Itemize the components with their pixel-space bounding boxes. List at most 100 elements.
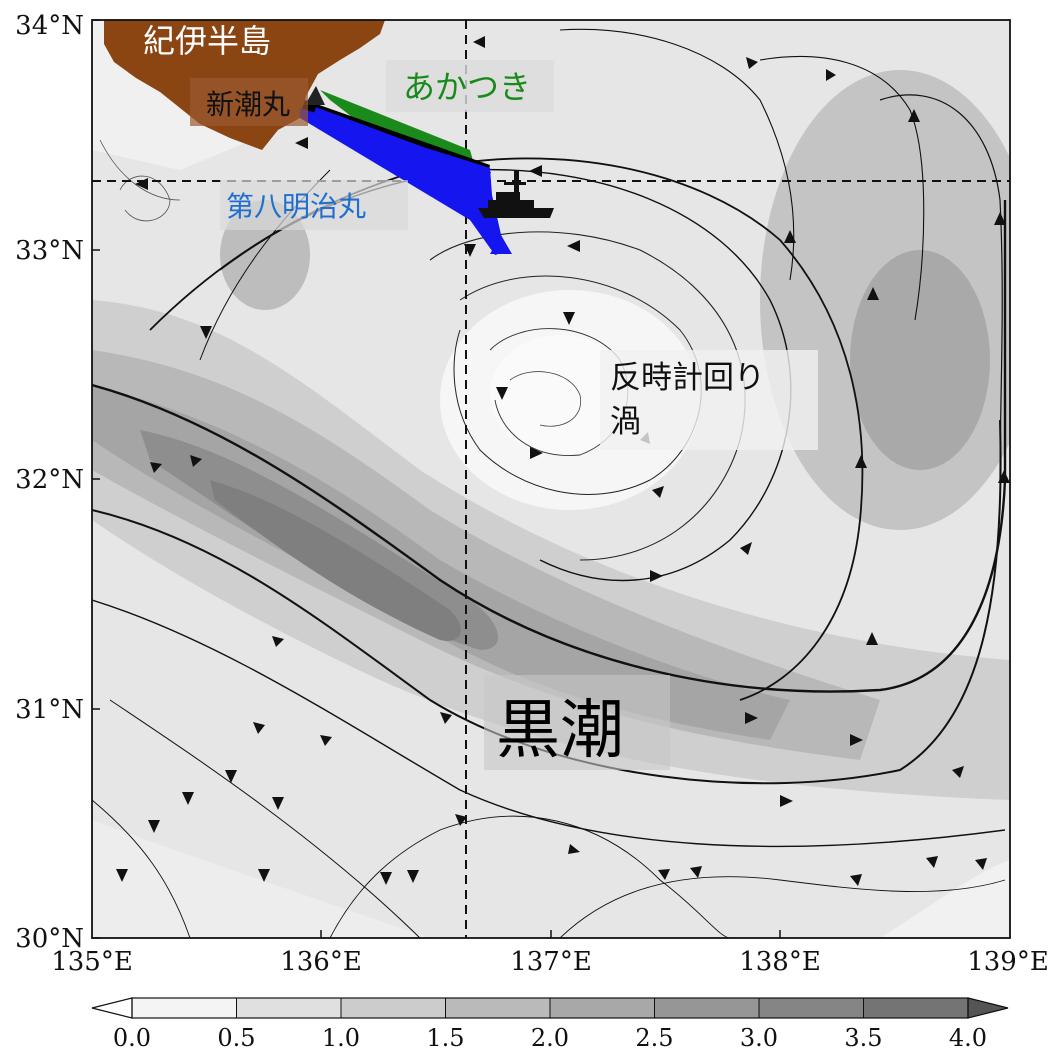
streamline	[92, 599, 1006, 848]
arrow-icon	[258, 869, 270, 882]
colorbar-tick-label: 0.5	[217, 1024, 255, 1052]
colorbar-low-extend	[91, 997, 133, 1019]
arrow-icon	[380, 872, 392, 885]
arrow-icon	[440, 712, 452, 724]
arrow-icon	[690, 866, 702, 878]
arrow-icon	[746, 57, 758, 69]
arrow-icon	[952, 766, 964, 778]
arrow-icon	[148, 820, 160, 833]
arrow-icon	[780, 795, 793, 807]
arrow-icon	[496, 387, 508, 400]
label-bg-current	[484, 675, 670, 770]
lon-tick-label: 137°E	[510, 947, 592, 977]
label-bg-shincho	[190, 78, 308, 126]
arrow-icon	[253, 722, 265, 734]
arrow-icon	[116, 869, 128, 882]
lat-tick-label: 30°N	[15, 924, 84, 954]
streamline	[429, 231, 746, 561]
colorbar-tick-label: 2.5	[635, 1024, 673, 1052]
arrow-icon	[866, 632, 878, 645]
eddy-label-line2: 渦	[610, 404, 641, 440]
peninsula-label: 紀伊半島	[143, 22, 271, 60]
arrow-icon	[225, 770, 237, 783]
axis-ticks	[92, 19, 781, 939]
colorbar-tick-label: 0.0	[113, 1024, 151, 1052]
label-bg-eddy	[600, 350, 818, 450]
daihachi-end-triangle	[490, 235, 512, 254]
arrow-icon	[975, 858, 987, 870]
streamline	[109, 699, 421, 938]
streamlines	[92, 28, 1007, 938]
field-band-5	[210, 480, 461, 641]
lon-tick-label: 135°E	[51, 947, 133, 977]
lat-tick-label: 33°N	[15, 236, 84, 266]
arrow-icon	[455, 814, 467, 826]
streamline	[759, 55, 925, 321]
arrow-icon	[190, 455, 202, 467]
arrow-icon	[926, 856, 938, 868]
colorbar-segment	[341, 998, 446, 1018]
arrow-icon	[908, 109, 920, 122]
arrow-icon	[826, 69, 836, 81]
lon-tick-label: 136°E	[280, 947, 362, 977]
track-daihachi-line	[328, 117, 482, 198]
colorbar-segments	[132, 998, 968, 1018]
colorbar-tick-label: 1.5	[426, 1024, 464, 1052]
colorbar-segment	[445, 998, 550, 1018]
arrow-icon	[850, 874, 862, 886]
streamline	[559, 876, 1006, 938]
field-east-band-2	[850, 250, 990, 470]
field-band-3	[92, 385, 790, 740]
arrow-icon	[867, 287, 879, 300]
colorbar-segment	[236, 998, 341, 1018]
arrow-icon	[568, 844, 580, 854]
colorbar-tick-labels: 0.0 0.5 1.0 1.5 2.0 2.5 3.0 3.5 4.0	[113, 998, 987, 1052]
lat-tick-label: 34°N	[15, 11, 84, 41]
colorbar-segment	[132, 998, 237, 1018]
streamline	[509, 371, 582, 427]
arrow-icon	[295, 137, 308, 149]
colorbar-segment	[759, 998, 864, 1018]
lat-tick-label: 32°N	[15, 465, 84, 495]
arrow-icon	[855, 455, 867, 468]
ship-label-daihachi: 第八明治丸	[226, 190, 366, 223]
streamline	[559, 28, 795, 281]
lat-tick-label: 31°N	[15, 695, 84, 725]
lon-axis-labels: 135°E 136°E 137°E 138°E 139°E	[51, 947, 1049, 977]
colorbar-tick-label: 3.0	[740, 1024, 778, 1052]
lon-tick-label: 139°E	[967, 947, 1049, 977]
field-band-2	[92, 350, 880, 760]
label-bg-daihachi	[220, 180, 408, 230]
field-sw-low	[92, 820, 430, 938]
daihachi-position-marker	[459, 173, 485, 199]
streamline	[92, 799, 191, 938]
lat-axis-labels: 34°N 33°N 32°N 31°N 30°N	[15, 11, 84, 954]
colorbar-segment	[550, 998, 655, 1018]
arrow-icon	[650, 570, 663, 582]
arrow-icon	[567, 240, 580, 252]
colorbar-high-extend	[967, 997, 1009, 1019]
arrow-icon	[529, 165, 542, 177]
arrow-icon	[272, 797, 284, 810]
streamline	[99, 139, 181, 201]
label-bg-akatsuki	[386, 60, 554, 112]
streamline	[92, 419, 1002, 785]
colorbar-segment	[863, 998, 968, 1018]
eddy-label-line1: 反時計回り	[610, 360, 765, 396]
arrow-icon	[740, 542, 752, 555]
streamline	[92, 200, 1007, 693]
streamline	[329, 815, 731, 938]
arrow-icon	[182, 792, 194, 805]
arrow-icon	[784, 230, 796, 243]
streamline-arrows	[116, 36, 1010, 886]
arrow-icon	[652, 486, 664, 498]
lon-tick-label: 138°E	[739, 947, 821, 977]
arrow-icon	[563, 312, 575, 325]
ship-tracks	[300, 86, 512, 255]
field-se-low	[880, 860, 1010, 938]
streamline	[879, 94, 1003, 481]
arrow-icon	[658, 869, 670, 880]
colorbar-tick-label: 1.0	[322, 1024, 360, 1052]
arrow-icon	[200, 326, 212, 339]
track-daihachi	[300, 108, 505, 255]
